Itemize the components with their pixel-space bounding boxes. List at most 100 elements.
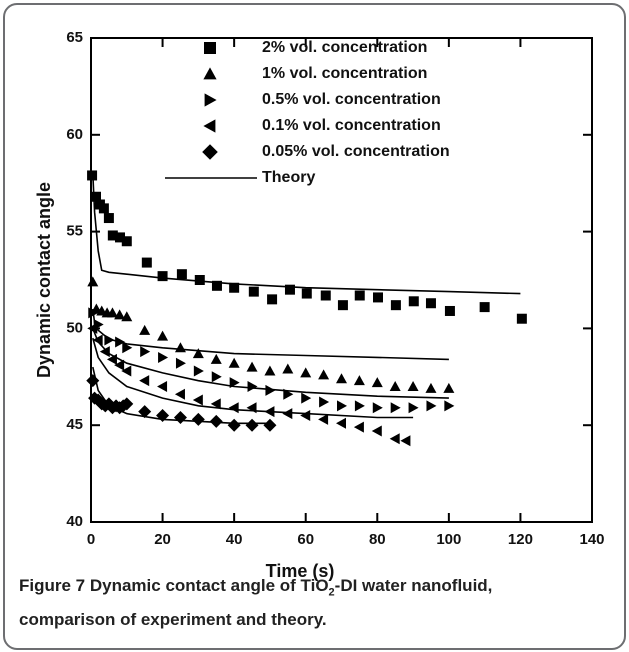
data-point xyxy=(87,276,99,287)
data-point xyxy=(390,402,401,414)
data-point xyxy=(121,236,132,247)
y-tick-label: 60 xyxy=(66,126,83,143)
y-tick-label: 50 xyxy=(66,319,83,336)
x-tick-label: 0 xyxy=(87,531,95,548)
legend-label: 2% vol. concentration xyxy=(262,39,427,56)
data-point xyxy=(263,418,277,432)
data-point xyxy=(372,402,383,414)
data-point xyxy=(103,213,114,224)
data-point xyxy=(98,203,109,214)
data-point xyxy=(267,294,278,305)
data-point xyxy=(301,288,312,299)
legend-marker xyxy=(203,119,216,133)
data-point xyxy=(115,336,126,348)
data-point xyxy=(86,374,100,388)
data-point xyxy=(301,392,312,404)
data-point xyxy=(229,282,240,293)
x-tick-label: 80 xyxy=(369,531,386,548)
data-point xyxy=(282,408,293,420)
figure-frame xyxy=(3,3,626,650)
data-point xyxy=(426,400,437,412)
data-point xyxy=(284,284,295,295)
data-point xyxy=(114,359,125,371)
data-point xyxy=(264,365,276,376)
data-point xyxy=(425,382,437,393)
data-point xyxy=(209,414,223,428)
y-tick-label: 40 xyxy=(66,513,83,530)
x-tick-label: 40 xyxy=(226,531,243,548)
data-point xyxy=(139,324,151,335)
data-point xyxy=(174,388,185,400)
x-tick-label: 60 xyxy=(297,531,314,548)
data-point xyxy=(353,375,365,386)
data-point xyxy=(157,330,169,341)
data-point xyxy=(156,409,170,423)
data-point xyxy=(121,311,133,322)
y-axis-label: Dynamic contact angle xyxy=(34,182,54,378)
data-point xyxy=(227,418,241,432)
data-point xyxy=(87,322,98,334)
data-point xyxy=(228,357,240,368)
y-tick-label: 65 xyxy=(66,29,83,46)
data-point xyxy=(120,397,134,411)
data-point xyxy=(157,271,168,282)
legend-label: 0.5% vol. concentration xyxy=(262,91,441,108)
data-point xyxy=(229,377,240,389)
data-point xyxy=(140,346,151,358)
data-point xyxy=(210,353,222,364)
data-point xyxy=(516,313,527,324)
data-point xyxy=(228,402,239,414)
data-point xyxy=(141,257,152,268)
data-point xyxy=(400,435,411,447)
data-point xyxy=(337,400,347,412)
data-point xyxy=(139,375,150,387)
x-axis-label: Time (s) xyxy=(266,561,335,581)
data-point xyxy=(248,286,259,297)
legend-label: Theory xyxy=(262,169,315,186)
data-point xyxy=(210,398,221,410)
data-point xyxy=(389,380,401,391)
data-point xyxy=(444,400,455,412)
data-point xyxy=(157,380,168,392)
data-point xyxy=(246,402,257,414)
data-point xyxy=(318,369,330,380)
data-point xyxy=(318,413,329,425)
legend-marker xyxy=(204,42,216,54)
data-point xyxy=(408,402,419,414)
data-point xyxy=(371,425,382,437)
data-point xyxy=(88,307,99,319)
legend-label: 1% vol. concentration xyxy=(262,65,427,82)
legend-label: 0.1% vol. concentration xyxy=(262,117,441,134)
x-tick-label: 120 xyxy=(508,531,533,548)
chart: Time (s) 0 20 40 60 80 100 120 140 40 45 50 55 60 65 D… xyxy=(34,29,605,581)
caption-text: -DI water nanofluid, xyxy=(334,576,493,595)
data-point xyxy=(389,433,400,445)
x-tick-label: 20 xyxy=(154,531,171,548)
data-point xyxy=(479,302,490,313)
caption-label: Figure 7 xyxy=(19,576,86,595)
data-point xyxy=(122,342,133,354)
data-point xyxy=(264,406,275,418)
data-point xyxy=(407,380,419,391)
x-tick-label: 140 xyxy=(579,531,604,548)
caption-subscript: 2 xyxy=(328,586,335,599)
data-point xyxy=(121,365,132,377)
data-point xyxy=(193,365,204,377)
data-point xyxy=(354,400,365,412)
data-point xyxy=(194,275,205,285)
data-point xyxy=(282,363,294,374)
caption-text: Dynamic contact angle of TiO xyxy=(89,576,329,595)
data-point xyxy=(175,357,186,369)
legend-label: 0.05% vol. concentration xyxy=(262,143,450,160)
data-point xyxy=(320,290,331,301)
caption-line: Figure 7 Dynamic contact angle of TiO2-D… xyxy=(19,572,619,606)
data-point xyxy=(174,342,186,353)
data-point xyxy=(319,396,330,408)
data-point xyxy=(336,373,347,384)
data-point xyxy=(265,384,276,396)
data-point xyxy=(173,410,187,424)
data-point xyxy=(99,346,110,358)
data-point xyxy=(211,371,222,383)
data-point xyxy=(106,353,117,365)
data-point xyxy=(300,410,311,422)
